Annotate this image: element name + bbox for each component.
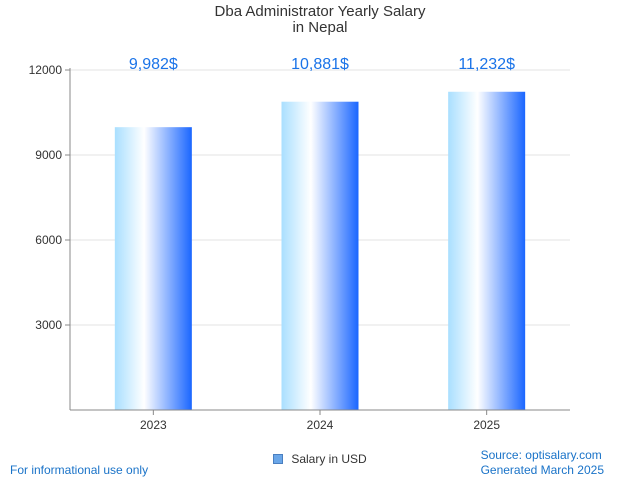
y-tick-label: 6000 (35, 233, 62, 247)
disclaimer-text: For informational use only (10, 463, 149, 477)
y-tick-label: 12000 (29, 63, 63, 77)
legend: Salary in USD (0, 452, 640, 466)
generated-date: Generated March 2025 (480, 463, 604, 477)
legend-label: Salary in USD (291, 452, 367, 466)
bar (114, 127, 192, 410)
legend-swatch (273, 453, 284, 464)
chart-title: Dba Administrator Yearly Salary in Nepal (0, 4, 640, 36)
axes (65, 68, 570, 415)
bars (114, 91, 526, 410)
source-block: Source: optisalary.com Generated March 2… (481, 448, 604, 478)
data-label: 11,232$ (458, 56, 515, 73)
x-tick-label: 2023 (140, 418, 167, 432)
bar (448, 91, 526, 410)
y-tick-label: 9000 (35, 148, 62, 162)
x-tick-label: 2024 (307, 418, 334, 432)
y-tick-label: 3000 (35, 318, 62, 332)
labels: 3000 6000 9000 12000 9,982$ 2023 10,881$ 2024 11… (29, 56, 515, 432)
x-tick-label: 2025 (473, 418, 500, 432)
data-label: 10,881$ (291, 56, 349, 73)
source-link[interactable]: Source: optisalary.com (480, 448, 602, 462)
chart-title-line-1: Dba Administrator Yearly Salary (214, 3, 426, 20)
bar (281, 101, 359, 410)
chart-title-line-2: in Nepal (292, 19, 348, 36)
data-label: 9,982$ (129, 56, 178, 73)
